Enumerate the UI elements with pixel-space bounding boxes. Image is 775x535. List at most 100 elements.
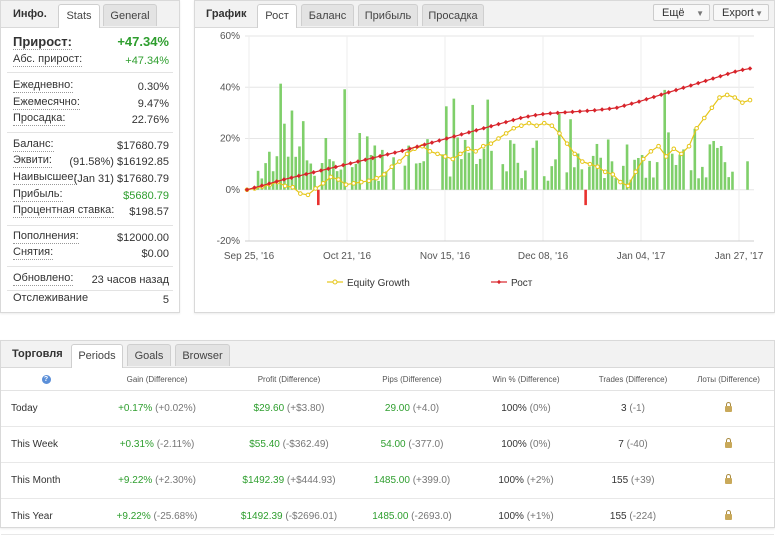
gain-bar xyxy=(731,171,734,190)
column-header[interactable]: Trades (Difference) xyxy=(583,368,683,391)
highest-label[interactable]: Наивысшее: xyxy=(13,171,77,185)
growth-point xyxy=(503,119,509,125)
gain-diff: (-25.68%) xyxy=(153,511,198,522)
column-header[interactable]: Pips (Difference) xyxy=(355,368,469,391)
equity-label[interactable]: Эквити: xyxy=(13,154,52,168)
growth-point xyxy=(740,67,745,73)
equity-point xyxy=(526,120,532,126)
tab-profit[interactable]: Прибыль xyxy=(358,4,418,26)
equity-point xyxy=(320,181,326,186)
monthly-label[interactable]: Ежемесячно: xyxy=(13,96,80,110)
lock-icon[interactable] xyxy=(725,474,732,484)
chart-legend[interactable]: Equity Growth Рост xyxy=(327,278,533,289)
tab-stats[interactable]: Stats xyxy=(58,4,100,28)
win-diff: (+1%) xyxy=(526,511,554,522)
abs-gain-label[interactable]: Абс. прирост: xyxy=(13,53,83,67)
tab-drawdown[interactable]: Просадка xyxy=(422,4,484,26)
balance-value: $17680.79 xyxy=(117,140,169,152)
equity-point xyxy=(610,172,616,177)
gain-value: +0.31% xyxy=(119,439,154,450)
trades-diff: (-224) xyxy=(629,511,657,522)
daily-label[interactable]: Ежедневно: xyxy=(13,79,74,93)
legend-marker xyxy=(332,279,338,285)
win-value: 100% xyxy=(501,403,527,414)
pips-value: 54.00 xyxy=(380,439,406,450)
withdrawals-row: Снятия: $0.00 xyxy=(13,246,169,262)
periods-table: ? Gain (Difference) Profit (Difference) … xyxy=(1,368,774,535)
help-icon[interactable]: ? xyxy=(41,375,51,384)
equity-point xyxy=(587,161,593,167)
gain-bar xyxy=(279,83,282,190)
gain-bar xyxy=(463,139,467,190)
gain-bar xyxy=(614,178,618,190)
lock-icon[interactable] xyxy=(725,438,732,448)
deposits-row: Пополнения: $12000.00 xyxy=(13,230,169,246)
equity-point xyxy=(580,159,585,164)
tab-goals[interactable]: Goals xyxy=(127,344,171,366)
growth-point xyxy=(562,110,568,115)
win-diff: (+2%) xyxy=(526,475,554,486)
equity-point xyxy=(305,192,311,198)
table-row: This Year +9.22% (-25.68%) $1492.39 (-$269… xyxy=(1,498,774,535)
lock-icon[interactable] xyxy=(725,510,732,520)
period-cell: Today xyxy=(1,390,91,427)
equity-point xyxy=(541,120,547,126)
withdrawals-label[interactable]: Снятия: xyxy=(13,246,54,260)
legend-label: Рост xyxy=(511,278,533,289)
divider xyxy=(7,72,173,73)
gain-bar xyxy=(644,177,648,190)
column-header[interactable]: Лоты (Difference) xyxy=(683,368,774,391)
tab-browser[interactable]: Browser xyxy=(175,344,230,366)
tracking-value[interactable]: 5 xyxy=(162,294,169,306)
growth-point xyxy=(570,109,575,115)
equity-point xyxy=(625,183,631,189)
growth-point xyxy=(481,125,486,131)
balance-row: Баланс: $17680.79 xyxy=(13,138,169,154)
tab-growth[interactable]: Рост xyxy=(257,4,297,28)
equity-point xyxy=(290,184,296,190)
gain-bar xyxy=(531,147,535,190)
export-dropdown[interactable]: Export ▼ xyxy=(713,4,769,21)
gain-bar xyxy=(674,164,678,190)
column-header[interactable]: Profit (Difference) xyxy=(223,368,355,391)
gain-label[interactable]: Прирост: xyxy=(13,34,72,50)
equity-point xyxy=(656,143,661,149)
tab-general[interactable]: General xyxy=(103,4,157,26)
growth-point xyxy=(599,107,605,112)
gain-bar xyxy=(524,170,527,190)
profit-label[interactable]: Прибыль: xyxy=(13,188,63,202)
drawdown-label[interactable]: Просадка: xyxy=(13,112,66,126)
chart-tabs: График Рост Баланс Прибыль Просадка Ещё … xyxy=(195,1,774,28)
highest-row: Наивысшее: (Jan 31) $17680.79 xyxy=(13,171,169,187)
trades-diff: (+39) xyxy=(630,475,655,486)
interest-row: Процентная ставка: $198.57 xyxy=(13,204,169,220)
growth-chart[interactable]: 60% 40% 20% 0% -20% Sep 25, '16 Oct 21, '16 No… xyxy=(195,28,774,311)
gain-bar xyxy=(505,171,508,190)
period-label: This Year xyxy=(11,511,53,522)
gain-bar xyxy=(365,136,369,190)
gain-bar xyxy=(746,161,749,190)
gain-bar xyxy=(313,175,316,190)
gain-bar xyxy=(697,178,700,190)
updated-label[interactable]: Обновлено: xyxy=(13,272,74,286)
profit-value: $1492.39 xyxy=(242,475,285,486)
growth-point xyxy=(466,130,472,135)
lock-icon[interactable] xyxy=(725,402,732,412)
tracking-label[interactable]: Отслеживание xyxy=(13,292,89,304)
trading-title: Торговля xyxy=(12,348,63,360)
deposits-label[interactable]: Пополнения: xyxy=(13,230,79,244)
balance-label[interactable]: Баланс: xyxy=(13,138,54,152)
gain-bar xyxy=(478,158,482,190)
x-tick-label: Jan 27, '17 xyxy=(715,251,764,262)
interest-label[interactable]: Процентная ставка: xyxy=(13,204,115,218)
column-header[interactable]: Gain (Difference) xyxy=(91,368,223,391)
column-header[interactable]: Win % (Difference) xyxy=(469,368,583,391)
more-dropdown[interactable]: Ещё ▼ xyxy=(653,4,710,21)
growth-point xyxy=(732,69,738,74)
gain-bar xyxy=(256,170,260,190)
growth-point xyxy=(681,85,686,91)
x-axis-labels: Sep 25, '16 Oct 21, '16 Nov 15, '16 Dec 08,… xyxy=(224,251,764,262)
tab-periods[interactable]: Periods xyxy=(71,344,123,368)
tab-balance[interactable]: Баланс xyxy=(301,4,354,26)
chevron-down-icon: ▼ xyxy=(696,9,704,18)
